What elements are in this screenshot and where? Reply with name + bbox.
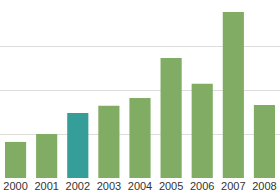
svg-text:2004: 2004 xyxy=(128,180,152,192)
svg-text:2007: 2007 xyxy=(221,180,245,192)
svg-text:2005: 2005 xyxy=(159,180,183,192)
svg-text:2000: 2000 xyxy=(3,180,27,192)
svg-text:2002: 2002 xyxy=(66,180,90,192)
svg-text:2006: 2006 xyxy=(190,180,214,192)
svg-text:2001: 2001 xyxy=(34,180,58,192)
svg-text:2008: 2008 xyxy=(252,180,276,192)
svg-text:2003: 2003 xyxy=(97,180,121,192)
